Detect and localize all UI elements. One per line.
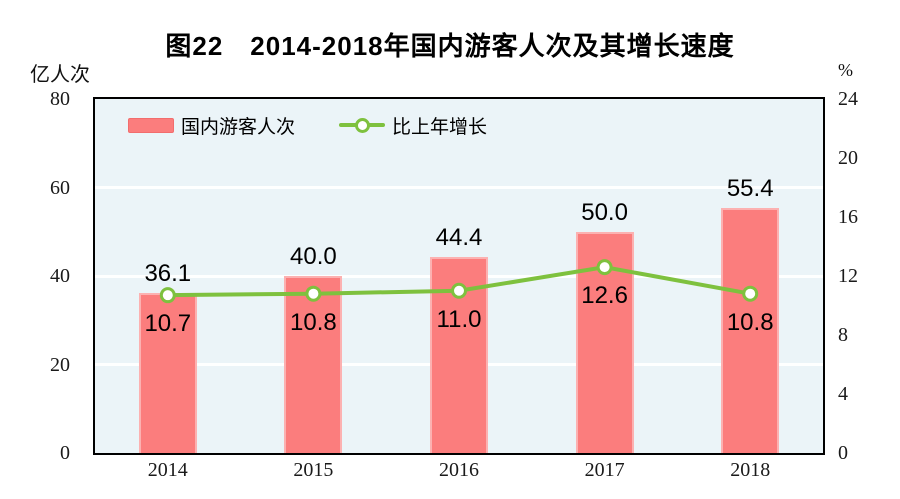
line-marker-icon <box>742 285 759 302</box>
bar-value-label: 36.1 <box>144 260 192 288</box>
bar <box>721 207 780 453</box>
line-marker-icon <box>159 287 176 304</box>
growth-value-label: 11.0 <box>436 305 482 333</box>
right-axis-tick-label: 12 <box>838 265 858 287</box>
right-axis-tick-label: 24 <box>838 88 858 110</box>
x-axis-label: 2017 <box>584 459 625 481</box>
growth-line-layer <box>159 259 759 304</box>
bar-value-label: 40.0 <box>290 243 337 270</box>
left-axis-tick-label: 80 <box>50 88 70 110</box>
x-axis-label: 2016 <box>439 459 479 481</box>
legend-line-swatch-icon <box>339 117 386 133</box>
legend-line-label: 比上年增长 <box>392 116 488 138</box>
bar-value-label: 50.0 <box>581 198 628 226</box>
growth-value-label: 10.7 <box>144 310 192 338</box>
line-marker-icon <box>305 285 322 302</box>
line-marker-icon <box>596 259 613 276</box>
line-marker-icon <box>451 282 467 299</box>
x-axis-label: 2014 <box>147 459 188 481</box>
right-axis-tick-label: 16 <box>838 206 858 228</box>
left-axis-tick-label: 40 <box>50 265 70 287</box>
legend: 国内游客人次 比上年增长 <box>128 114 488 138</box>
bar-value-label: 55.4 <box>726 174 774 202</box>
left-axis-unit-label: 亿人次 <box>30 64 90 86</box>
right-axis-unit-label: % <box>838 60 853 80</box>
x-axis-label: 2015 <box>293 459 334 481</box>
right-axis-tick-label: 8 <box>838 324 848 346</box>
legend-bar-label: 国内游客人次 <box>181 116 296 138</box>
legend-bar-swatch-icon <box>128 117 174 133</box>
bar-value-label: 44.4 <box>435 223 483 251</box>
left-axis-tick-label: 0 <box>60 442 70 464</box>
growth-value-label: 12.6 <box>581 282 628 310</box>
bar <box>284 276 343 453</box>
growth-value-label: 10.8 <box>290 308 337 336</box>
right-axis-tick-label: 20 <box>838 147 858 169</box>
gridline <box>95 186 823 189</box>
x-axis-label: 2018 <box>730 459 771 481</box>
left-axis-tick-label: 60 <box>50 176 70 199</box>
legend-line-marker-icon <box>355 118 371 133</box>
left-axis-tick-label: 20 <box>50 353 70 376</box>
chart-title: 图22 2014-2018年国内游客人次及其增长速度 <box>165 31 735 61</box>
right-axis-tick-label: 4 <box>838 383 848 405</box>
growth-value-label: 10.8 <box>726 308 774 336</box>
plot-area: 国内游客人次 比上年增长 36.1 40.0 44.4 50.0 55.4 10.7 10.… <box>93 97 825 455</box>
right-axis-tick-label: 0 <box>838 442 848 464</box>
